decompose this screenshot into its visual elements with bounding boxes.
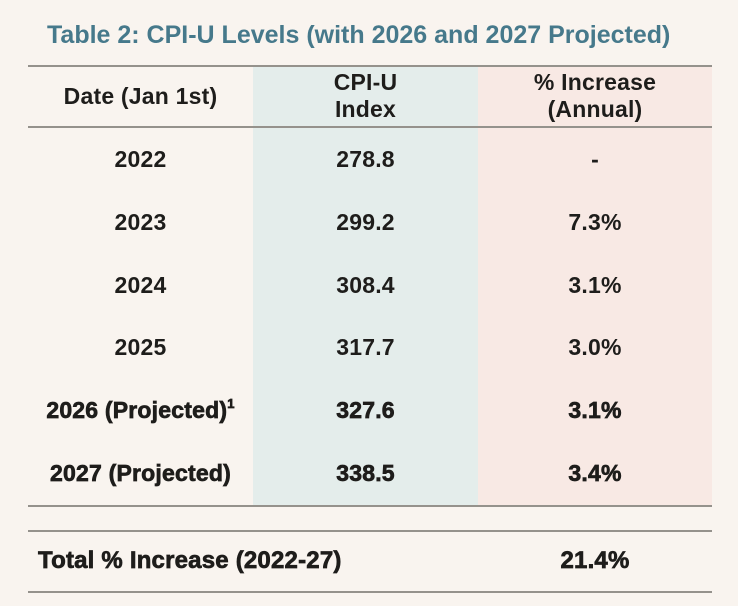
pct-increase-cell: 3.0% [568,334,622,361]
date-cell: 2025 [114,334,167,361]
cpi-index-cell: 278.8 [336,145,395,172]
header-line: CPI-U [333,69,398,95]
table-row-projected: 2027 (Projected) 338.5 3.4% [28,442,712,505]
header-line: % Increase [533,69,657,95]
column-header-pct-increase: % Increase (Annual) [478,67,712,125]
cpi-index-cell: 308.4 [336,271,395,298]
table-row: 2022 278.8 - [28,128,712,191]
date-cell: 2023 [114,208,167,235]
date-cell: 2024 [114,271,167,298]
table-row: 2025 317.7 3.0% [28,316,712,379]
cpi-index-column-band [253,66,478,505]
rule-footer-top [28,530,712,532]
pct-increase-cell: 3.1% [568,271,622,298]
rule-header-top [28,65,712,67]
date-cell: 2022 [114,145,167,172]
rule-header-bottom [28,126,712,128]
table-header-row: Date (Jan 1st) CPI-U Index % Increase (A… [28,67,712,125]
header-line: (Annual) [547,96,643,122]
pct-increase-cell: 3.4% [568,460,622,487]
pct-increase-cell: 7.3% [568,208,622,235]
footer-total-label: Total % Increase (2022-27) [38,547,342,575]
cpi-index-cell: 338.5 [336,460,395,487]
table-title: Table 2: CPI-U Levels (with 2026 and 202… [47,21,671,49]
rule-body-bottom [28,505,712,507]
footer-total-value: 21.4% [560,547,630,575]
table-row-projected: 2026 (Projected)1 327.6 3.1% [28,379,712,442]
table-body: 2022 278.8 - 2023 299.2 7.3% 2024 308.4 … [28,128,712,505]
rule-footer-bottom [28,591,712,593]
table-row: 2023 299.2 7.3% [28,191,712,254]
table-row: 2024 308.4 3.1% [28,254,712,317]
column-header-date: Date (Jan 1st) [28,67,253,125]
column-header-cpi-index: CPI-U Index [253,67,478,125]
cpi-index-cell: 299.2 [336,208,395,235]
cpi-index-cell: 327.6 [336,397,395,424]
pct-increase-column-band [478,66,712,505]
pct-increase-cell: 3.1% [568,397,622,424]
pct-increase-cell: - [591,145,599,172]
table-footer-row: Total % Increase (2022-27) 21.4% [28,532,712,590]
date-text: 2026 (Projected) [46,397,228,424]
cpi-index-cell: 317.7 [336,334,395,361]
header-line: Index [334,96,397,122]
footnote-marker: 1 [227,395,235,411]
date-cell: 2027 (Projected) [50,460,231,487]
header-line: Date (Jan 1st) [63,82,218,109]
date-cell: 2026 (Projected)1 [28,395,253,424]
